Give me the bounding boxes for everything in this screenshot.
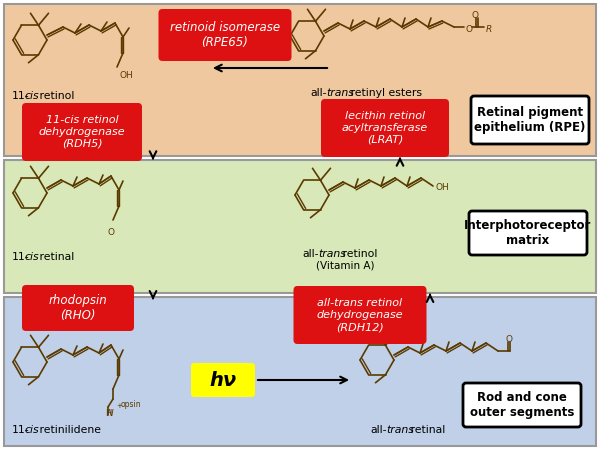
- Text: all-: all-: [302, 249, 319, 259]
- FancyBboxPatch shape: [469, 211, 587, 255]
- FancyBboxPatch shape: [4, 160, 596, 293]
- Text: O: O: [465, 24, 472, 33]
- FancyBboxPatch shape: [4, 297, 596, 446]
- Text: retinal: retinal: [37, 252, 74, 262]
- Text: retinilidene: retinilidene: [37, 425, 101, 435]
- Text: retinoid isomerase
(RPE65): retinoid isomerase (RPE65): [170, 21, 280, 49]
- Text: trans: trans: [326, 88, 354, 98]
- Text: +: +: [116, 403, 122, 409]
- Text: N: N: [107, 409, 113, 418]
- FancyBboxPatch shape: [321, 99, 449, 157]
- Text: O: O: [472, 10, 479, 19]
- Text: H: H: [105, 409, 112, 418]
- FancyBboxPatch shape: [191, 363, 255, 397]
- Text: 11-: 11-: [12, 91, 29, 101]
- Text: Retinal pigment
epithelium (RPE): Retinal pigment epithelium (RPE): [475, 106, 586, 134]
- Text: Rod and cone
outer segments: Rod and cone outer segments: [470, 391, 574, 419]
- Text: O: O: [107, 228, 115, 237]
- Text: retinal: retinal: [407, 425, 445, 435]
- Text: (Vitamin A): (Vitamin A): [316, 260, 374, 270]
- Text: OH: OH: [436, 184, 450, 193]
- Text: all-: all-: [370, 425, 386, 435]
- Text: retinol: retinol: [338, 249, 377, 259]
- Text: Interphotoreceptor
matrix: Interphotoreceptor matrix: [464, 219, 592, 247]
- Text: cis: cis: [24, 252, 39, 262]
- FancyBboxPatch shape: [4, 4, 596, 156]
- FancyBboxPatch shape: [158, 9, 292, 61]
- Text: R: R: [486, 24, 492, 33]
- FancyBboxPatch shape: [463, 383, 581, 427]
- Text: lecithin retinol
acyltransferase
(LRAT): lecithin retinol acyltransferase (LRAT): [342, 111, 428, 145]
- Text: OH: OH: [120, 71, 134, 80]
- Text: trans: trans: [318, 249, 346, 259]
- Text: retinol: retinol: [37, 91, 75, 101]
- FancyBboxPatch shape: [471, 96, 589, 144]
- Text: 11-: 11-: [12, 425, 29, 435]
- Text: trans: trans: [386, 425, 414, 435]
- FancyBboxPatch shape: [293, 286, 427, 344]
- Text: cis: cis: [24, 91, 39, 101]
- Text: all-⁠trans⁠ retinol
dehydrogenase
(RDH12): all-⁠trans⁠ retinol dehydrogenase (RDH12…: [317, 298, 403, 332]
- Text: O: O: [506, 335, 513, 344]
- Text: 11-⁠cis⁠ retinol
dehydrogenase
(RDH5): 11-⁠cis⁠ retinol dehydrogenase (RDH5): [38, 115, 125, 149]
- Text: all-: all-: [310, 88, 326, 98]
- FancyBboxPatch shape: [22, 103, 142, 161]
- Text: rhodopsin
(RHO): rhodopsin (RHO): [49, 294, 107, 322]
- Text: cis: cis: [24, 425, 39, 435]
- Text: opsin: opsin: [121, 400, 142, 409]
- Text: retinyl esters: retinyl esters: [347, 88, 422, 98]
- Text: hν: hν: [209, 371, 236, 390]
- FancyBboxPatch shape: [22, 285, 134, 331]
- Text: 11-: 11-: [12, 252, 29, 262]
